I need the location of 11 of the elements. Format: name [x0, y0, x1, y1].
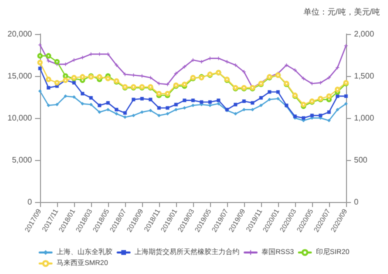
y2-tick-label: 2,000 — [354, 30, 375, 38]
y-tick-label: 20,000 — [8, 30, 33, 38]
y-tick-label: 0 — [28, 198, 33, 206]
y-tick-label: 10,000 — [8, 114, 33, 122]
y2-tick-label: 0 — [354, 198, 359, 206]
y2-tick-label: 500 — [354, 156, 368, 164]
text: 单位：元/吨，美元/吨 — [304, 8, 380, 16]
y-tick-label: 15,000 — [8, 72, 33, 80]
y2-tick-label: 1,500 — [354, 72, 375, 80]
y2-tick-label: 1,000 — [354, 114, 375, 122]
y-tick-label: 5,000 — [12, 156, 33, 164]
